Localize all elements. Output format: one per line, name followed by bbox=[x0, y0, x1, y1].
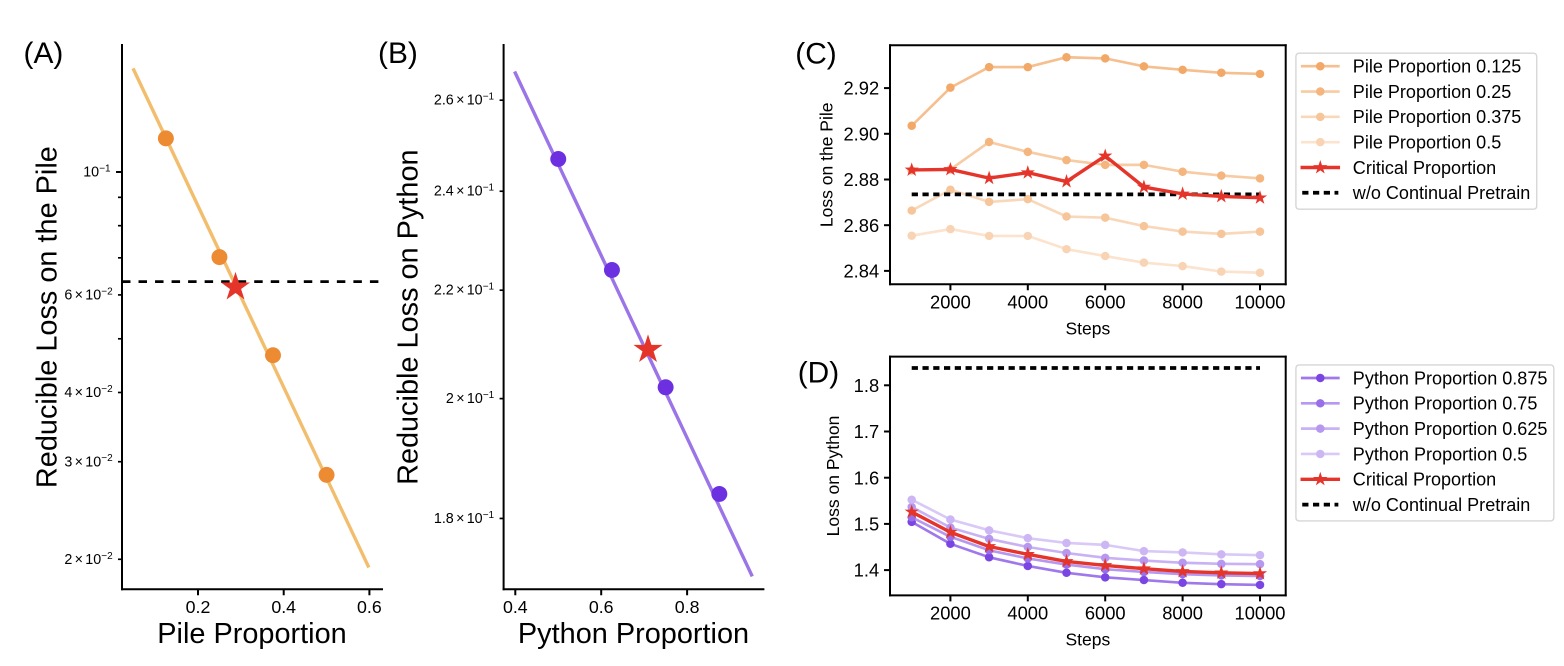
svg-text:(C): (C) bbox=[795, 38, 836, 71]
svg-text:Pile Proportion: Pile Proportion bbox=[157, 618, 346, 650]
svg-text:6000: 6000 bbox=[1085, 291, 1126, 312]
svg-text:4000: 4000 bbox=[1007, 291, 1048, 312]
svg-text:1 . 8: 1 . 8 × 1 0 − 1 bbox=[434, 498, 495, 528]
svg-text:w/o Continual Pretrain: w/o Continual Pretrain bbox=[1352, 495, 1531, 515]
svg-text:w/o Continual Pretrain: w/o Continual Pretrain bbox=[1352, 183, 1531, 203]
svg-text:2 × 1: 2 × 1 0 − 1 bbox=[446, 378, 495, 408]
svg-text:Pile Proportion 0.5: Pile Proportion 0.5 bbox=[1353, 132, 1501, 152]
svg-text:1.8: 1.8 bbox=[854, 375, 879, 396]
svg-text:6 × 1: 6 × 1 0 − 2 bbox=[64, 274, 113, 304]
svg-text:2 . 4: 2 . 4 × 1 0 − 1 bbox=[434, 171, 495, 201]
svg-text:8000: 8000 bbox=[1162, 291, 1203, 312]
svg-text:2.84: 2.84 bbox=[843, 261, 879, 282]
svg-text:(B): (B) bbox=[378, 37, 418, 70]
svg-text:0.8: 0.8 bbox=[675, 597, 700, 617]
svg-text:2 × 1: 2 × 1 0 − 2 bbox=[64, 539, 113, 569]
svg-text:3 × 1: 3 × 1 0 − 2 bbox=[64, 441, 113, 471]
svg-text:Python Proportion 0.625: Python Proportion 0.625 bbox=[1353, 419, 1548, 439]
svg-text:Python Proportion 0.875: Python Proportion 0.875 bbox=[1353, 368, 1548, 388]
svg-text:2.90: 2.90 bbox=[843, 123, 879, 144]
svg-text:1.7: 1.7 bbox=[854, 421, 879, 442]
svg-text:10000: 10000 bbox=[1235, 291, 1286, 312]
svg-text:2000: 2000 bbox=[930, 291, 971, 312]
svg-text:0.6: 0.6 bbox=[589, 597, 614, 617]
svg-text:Critical Proportion: Critical Proportion bbox=[1353, 158, 1496, 178]
svg-text:2.88: 2.88 bbox=[843, 169, 879, 190]
svg-text:2.86: 2.86 bbox=[843, 215, 879, 236]
svg-text:2000: 2000 bbox=[930, 603, 971, 624]
svg-text:2 . 2: 2 . 2 × 1 0 − 1 bbox=[434, 270, 495, 300]
svg-text:2.92: 2.92 bbox=[843, 78, 879, 99]
svg-text:0.2: 0.2 bbox=[186, 597, 211, 617]
svg-text:4 × 1: 4 × 1 0 − 2 bbox=[64, 372, 113, 402]
svg-text:Loss on the Pile: Loss on the Pile bbox=[817, 103, 837, 228]
svg-text:1.6: 1.6 bbox=[854, 467, 879, 488]
svg-text:8000: 8000 bbox=[1162, 603, 1203, 624]
svg-text:Reducible Loss on Python: Reducible Loss on Python bbox=[393, 149, 425, 485]
svg-text:1 0 −: 1 0 − 1 bbox=[83, 151, 111, 181]
svg-text:2 . 6: 2 . 6 × 1 0 − 1 bbox=[434, 80, 495, 110]
svg-text:1.5: 1.5 bbox=[854, 514, 879, 535]
svg-text:Steps: Steps bbox=[1065, 318, 1110, 338]
svg-text:Python Proportion 0.5: Python Proportion 0.5 bbox=[1353, 444, 1528, 464]
svg-text:1.4: 1.4 bbox=[854, 560, 879, 581]
svg-text:(A): (A) bbox=[24, 37, 64, 70]
svg-text:6000: 6000 bbox=[1085, 603, 1126, 624]
svg-text:Steps: Steps bbox=[1065, 629, 1110, 649]
svg-text:Loss on Python: Loss on Python bbox=[823, 416, 843, 537]
svg-text:(D): (D) bbox=[798, 357, 839, 390]
svg-text:0.4: 0.4 bbox=[503, 597, 528, 617]
svg-text:0.4: 0.4 bbox=[271, 597, 296, 617]
svg-text:4000: 4000 bbox=[1007, 603, 1048, 624]
svg-text:Pile Proportion 0.25: Pile Proportion 0.25 bbox=[1353, 82, 1512, 102]
svg-text:10000: 10000 bbox=[1235, 603, 1286, 624]
svg-text:Python Proportion: Python Proportion bbox=[518, 618, 749, 650]
svg-text:Reducible Loss on the Pile: Reducible Loss on the Pile bbox=[31, 146, 63, 488]
svg-text:Pile Proportion 0.375: Pile Proportion 0.375 bbox=[1353, 107, 1522, 127]
svg-text:Python Proportion 0.75: Python Proportion 0.75 bbox=[1353, 394, 1538, 414]
svg-text:Critical Proportion: Critical Proportion bbox=[1353, 470, 1496, 490]
svg-text:0.6: 0.6 bbox=[357, 597, 382, 617]
svg-text:Pile Proportion 0.125: Pile Proportion 0.125 bbox=[1353, 57, 1522, 77]
